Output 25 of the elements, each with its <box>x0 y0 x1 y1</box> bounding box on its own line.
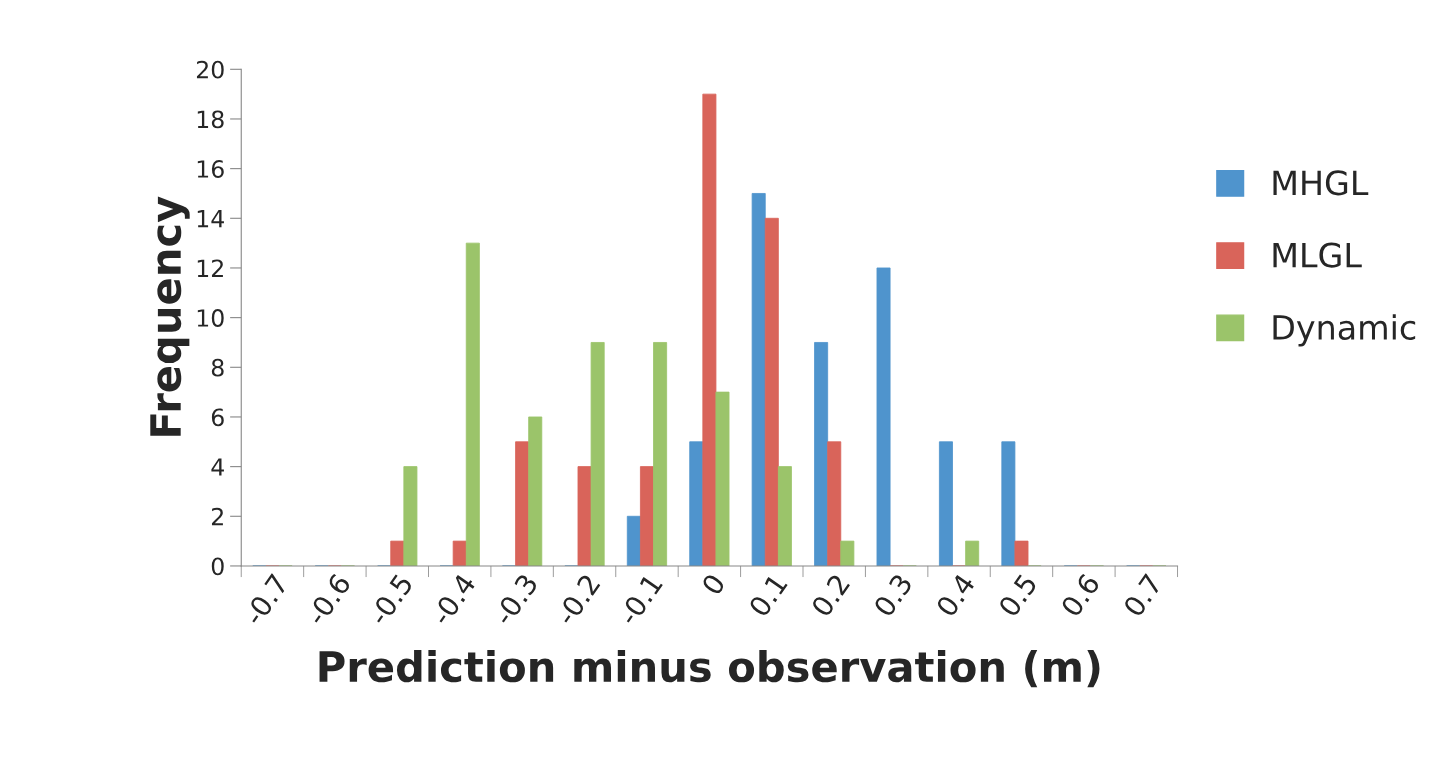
y-tick-label: 18 <box>197 110 224 129</box>
y-axis-title: Frequency <box>150 196 190 436</box>
x-axis-title: Prediction minus observation (m) <box>319 650 1100 688</box>
y-tick-label: 20 <box>196 60 224 79</box>
y-tick-label: 14 <box>197 210 224 228</box>
legend-label: MHGL <box>1273 170 1369 196</box>
legend-label: Dynamic <box>1273 314 1416 347</box>
y-tick-label: 8 <box>211 358 224 377</box>
x-tick-label: 0.2 <box>810 573 851 618</box>
y-tick-label: 4 <box>211 458 224 476</box>
x-tick-label: 0.5 <box>997 573 1038 618</box>
y-tick-label: 16 <box>197 160 224 178</box>
y-tick-label: 6 <box>211 408 224 427</box>
x-tick-label: 0 <box>700 572 726 597</box>
y-tick-label: 12 <box>197 259 223 277</box>
x-tick-label: 0.4 <box>935 572 976 618</box>
x-tick-label: 0.3 <box>872 572 913 618</box>
y-tick-label: 2 <box>211 507 223 526</box>
x-tick-label: 0.6 <box>1060 572 1101 618</box>
x-tick-label: -0.1 <box>617 573 664 627</box>
y-tick-label: 10 <box>197 309 224 327</box>
y-tick-label: 0 <box>211 557 224 576</box>
x-tick-label: 0.7 <box>1122 573 1163 618</box>
x-tick-label: 0.1 <box>747 573 788 618</box>
legend-label: MLGL <box>1273 242 1362 268</box>
